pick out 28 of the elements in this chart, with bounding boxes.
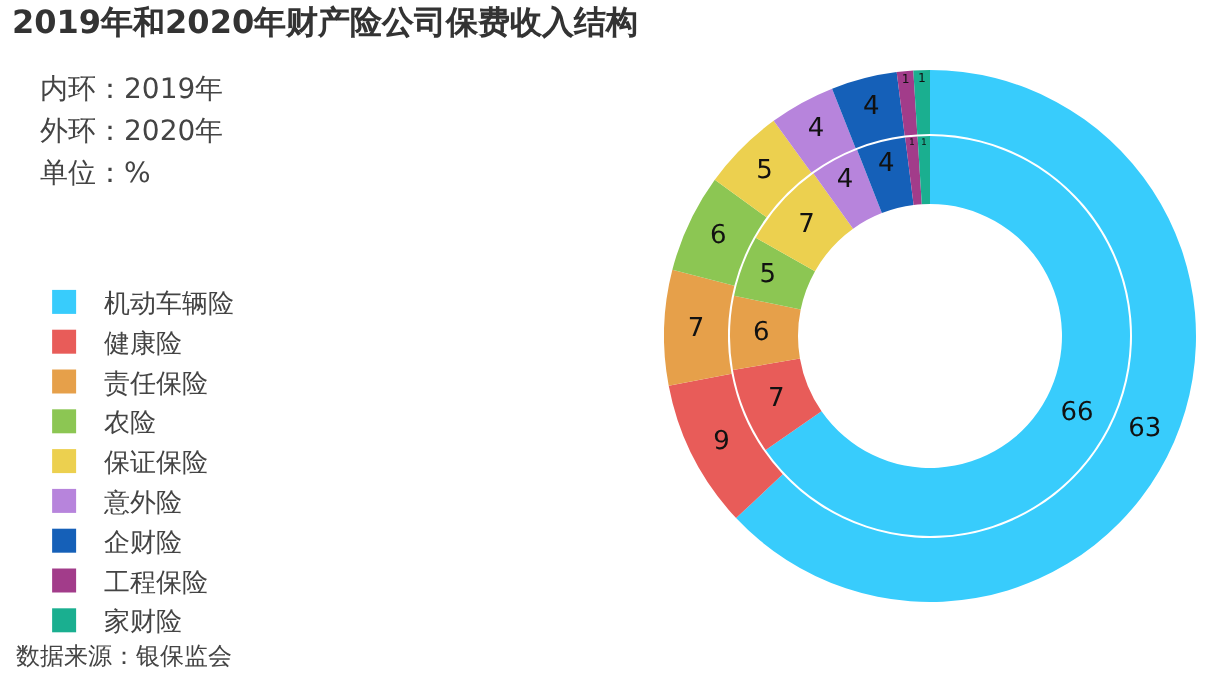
data-label: 9	[713, 427, 730, 458]
legend-label: 家财险	[104, 606, 183, 639]
data-label: 5	[759, 260, 777, 291]
data-label: 6	[753, 318, 770, 349]
data-label: 7	[768, 383, 785, 414]
data-label: 7	[687, 313, 705, 344]
data-label: 4	[807, 113, 825, 144]
data-label: 7	[798, 210, 815, 241]
legend-label: 意外险	[102, 489, 183, 520]
legend-label: 工程保险	[104, 568, 209, 599]
text: 内环：2019年	[40, 74, 224, 106]
data-label: 6	[709, 221, 727, 252]
legend-label: 企财险	[104, 528, 183, 559]
data-label: 66	[1060, 397, 1094, 428]
data-label: 4	[836, 164, 854, 195]
text: 单位：%	[40, 158, 151, 190]
data-label: 63	[1128, 413, 1162, 444]
legend-label: 责任保险	[104, 369, 209, 400]
legend-label: 机动车辆险	[104, 290, 235, 321]
data-label: 4	[862, 92, 880, 123]
text: 外环：2020年	[40, 116, 224, 148]
chart-title: 2019年和2020年财产险公司保费收入结构	[12, 2, 639, 41]
legend-label: 农险	[104, 409, 157, 440]
legend-label: 保证保险	[104, 449, 209, 480]
data-label: 5	[756, 155, 773, 186]
legend-label: 健康险	[104, 329, 183, 360]
data-label: 4	[877, 148, 895, 179]
source-note: 数据来源：银保监会	[16, 642, 232, 670]
